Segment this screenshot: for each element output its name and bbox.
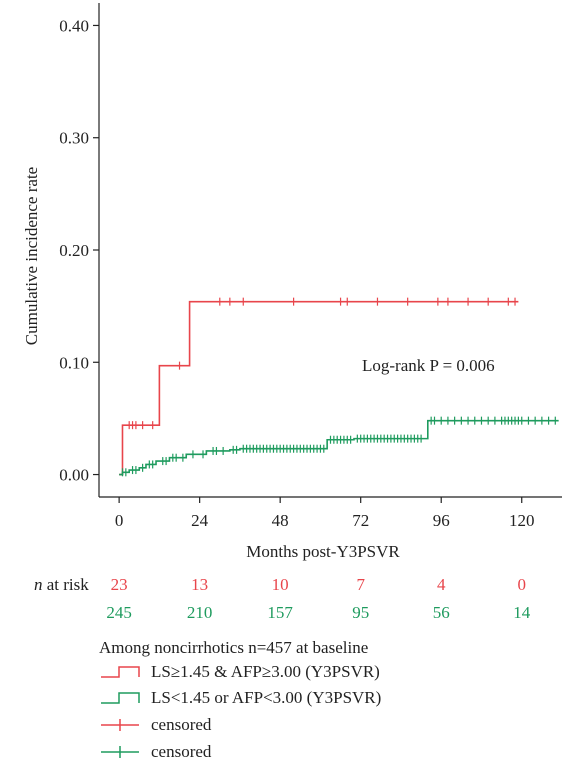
x-tick-label: 120 bbox=[509, 511, 535, 530]
legend-title: Among noncirrhotics n=457 at baseline bbox=[99, 638, 369, 657]
at-risk-count: 0 bbox=[517, 575, 526, 594]
at-risk-count: 245 bbox=[106, 603, 132, 622]
at-risk-count: 10 bbox=[272, 575, 289, 594]
at-risk-count: 23 bbox=[111, 575, 128, 594]
at-risk-count: 7 bbox=[356, 575, 365, 594]
y-tick-label: 0.10 bbox=[59, 353, 89, 372]
x-axis-label: Months post-Y3PSVR bbox=[246, 542, 400, 561]
x-tick-label: 96 bbox=[433, 511, 450, 530]
series-layer bbox=[119, 297, 559, 477]
y-tick-label: 0.30 bbox=[59, 129, 89, 148]
y-tick-label: 0.20 bbox=[59, 241, 89, 260]
km-step-line-2 bbox=[119, 419, 559, 476]
x-tick-label: 24 bbox=[191, 511, 209, 530]
at-risk-count: 4 bbox=[437, 575, 446, 594]
at-risk-count: 13 bbox=[191, 575, 208, 594]
legend-step-symbol bbox=[101, 692, 140, 704]
at-risk-count: 210 bbox=[187, 603, 213, 622]
legend-censor-symbol bbox=[101, 746, 139, 759]
km-step-line-1 bbox=[119, 300, 519, 476]
at-risk-table: n at risk 23 13 10 7 4 0 245 210 157 95 56 14 bbox=[34, 575, 531, 622]
legend-censor-symbol bbox=[101, 719, 139, 732]
at-risk-count: 95 bbox=[352, 603, 369, 622]
at-risk-count: 157 bbox=[267, 603, 293, 622]
legend-item: LS<1.45 or AFP<3.00 (Y3PSVR) bbox=[99, 685, 381, 709]
y-axis-label: Cumulative incidence rate bbox=[22, 167, 41, 345]
legend-item-label: censored bbox=[151, 715, 212, 735]
y-tick-label: 0.40 bbox=[59, 16, 89, 35]
legend-item: LS≥1.45 & AFP≥3.00 (Y3PSVR) bbox=[99, 659, 380, 683]
at-risk-label: n at risk bbox=[34, 575, 89, 594]
legend-item: censored bbox=[99, 739, 211, 763]
x-tick-label: 72 bbox=[352, 511, 369, 530]
legend-item-label: censored bbox=[151, 742, 212, 762]
plot-axes: 0.00 0.10 0.20 0.30 0.40 0 24 48 72 96 120 bbox=[59, 3, 562, 530]
x-tick-label: 0 bbox=[115, 511, 124, 530]
x-tick-label: 48 bbox=[272, 511, 289, 530]
y-tick-label: 0.00 bbox=[59, 466, 89, 485]
logrank-annotation: Log-rank P = 0.006 bbox=[362, 356, 495, 375]
legend-item-label: LS<1.45 or AFP<3.00 (Y3PSVR) bbox=[151, 688, 382, 708]
legend-item-label: LS≥1.45 & AFP≥3.00 (Y3PSVR) bbox=[151, 662, 380, 682]
at-risk-count: 56 bbox=[433, 603, 450, 622]
legend-step-symbol bbox=[101, 666, 140, 678]
legend-item: censored bbox=[99, 712, 211, 736]
at-risk-count: 14 bbox=[513, 603, 531, 622]
